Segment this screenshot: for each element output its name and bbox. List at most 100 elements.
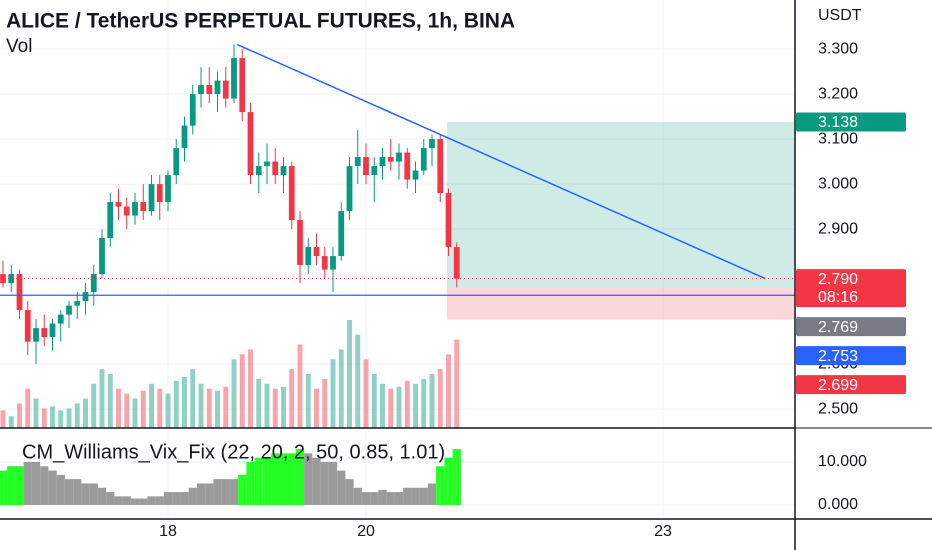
- indicator-bar: [97, 487, 107, 505]
- candle-body: [148, 184, 155, 212]
- candle-body: [165, 175, 171, 203]
- volume-bar: [215, 390, 220, 428]
- candle-body: [41, 328, 48, 338]
- volume-bar: [338, 349, 344, 428]
- volume-bar: [371, 374, 377, 428]
- indicator-bar: [246, 461, 255, 505]
- volume-bar: [50, 406, 55, 428]
- candle-body: [445, 193, 452, 248]
- volume-bar: [355, 334, 361, 428]
- volume-bar: [404, 380, 410, 428]
- indicator-bar: [378, 489, 387, 505]
- indicator-tick-label: 0.000: [818, 496, 858, 513]
- volume-bar: [380, 383, 385, 428]
- candle-body: [305, 247, 312, 266]
- candle-body: [420, 148, 427, 171]
- indicator-bar: [452, 449, 461, 505]
- indicator-bar: [205, 483, 214, 505]
- candle-body: [222, 80, 229, 99]
- countdown-label: 08:16: [818, 289, 858, 306]
- candle-body: [107, 202, 114, 239]
- candle-body: [49, 323, 56, 338]
- volume-bar: [322, 378, 328, 428]
- volume-bar: [190, 369, 196, 428]
- candle-body: [338, 211, 345, 257]
- indicator-bar: [436, 466, 445, 505]
- indicator-bar: [15, 466, 24, 505]
- candle-body: [16, 274, 23, 311]
- candle-body: [280, 166, 287, 176]
- volume-bar: [264, 383, 270, 428]
- candle-body: [346, 166, 353, 212]
- candle-body: [412, 170, 419, 180]
- candle-body: [379, 157, 386, 167]
- candle-body: [0, 274, 6, 284]
- volume-bar: [165, 393, 171, 428]
- volume-bar: [124, 393, 130, 428]
- volume-bar: [173, 380, 179, 428]
- indicator-bar: [114, 496, 123, 505]
- candle-body: [82, 292, 89, 302]
- price-badge-label: 3.138: [818, 114, 858, 131]
- candle-body: [214, 80, 221, 95]
- candle-body: [132, 202, 138, 216]
- indicator-bar: [444, 457, 453, 505]
- indicator-bar: [419, 487, 428, 505]
- candle-body: [33, 328, 39, 342]
- candle-body: [198, 85, 204, 95]
- candle-body: [255, 166, 262, 176]
- candle-body: [173, 148, 180, 176]
- candle-body: [189, 94, 196, 126]
- volume-bar: [66, 408, 72, 428]
- indicator-bar: [353, 487, 362, 505]
- indicator-bar: [73, 479, 82, 505]
- volume-bar: [107, 374, 113, 428]
- plot-area: [0, 0, 795, 520]
- candle-body: [264, 161, 270, 167]
- volume-bar: [25, 388, 31, 428]
- y-tick-label: 3.300: [818, 40, 858, 57]
- volume-bar: [454, 339, 460, 428]
- y-tick-label: 2.500: [818, 400, 858, 417]
- indicator-title: CM_Williams_Vix_Fix (22, 20, 2, 50, 0.85…: [22, 441, 445, 463]
- volume-bar: [182, 376, 187, 428]
- indicator-bar: [56, 474, 65, 505]
- indicator-bar: [163, 492, 173, 505]
- indicator-bar: [320, 461, 329, 505]
- chart-title: ALICE / TetherUS PERPETUAL FUTURES, 1h, …: [6, 10, 515, 33]
- indicator-bar: [23, 461, 32, 505]
- price-badge-label: 2.790: [818, 271, 858, 288]
- volume-bar: [116, 388, 121, 428]
- candle-body: [66, 305, 72, 315]
- trendline: [236, 43, 766, 280]
- indicator-bar: [312, 457, 321, 505]
- indicator-bar: [370, 492, 379, 505]
- y-tick-label: 3.000: [818, 175, 858, 192]
- volume-bar: [289, 369, 295, 428]
- candle-body: [247, 112, 254, 176]
- indicator-bar: [106, 492, 115, 505]
- candle-body: [57, 314, 64, 324]
- candle-body: [371, 166, 378, 176]
- indicator-bar: [229, 479, 239, 505]
- price-badge: [796, 112, 906, 132]
- price-badge: [796, 269, 906, 308]
- candle-body: [99, 238, 105, 275]
- indicator-bar: [394, 492, 404, 505]
- price-badge: [796, 375, 906, 395]
- x-tick-label: 20: [357, 523, 375, 540]
- indicator-tick-label: 10.000: [818, 453, 867, 470]
- indicator-bar: [81, 483, 90, 505]
- indicator-bar: [0, 470, 8, 505]
- position-profit: [446, 121, 795, 289]
- volume-bar: [149, 383, 154, 428]
- volume-bar: [272, 388, 278, 428]
- candle-body: [363, 157, 369, 176]
- price-badge-label: 2.769: [818, 319, 858, 336]
- volume-bar: [363, 359, 369, 428]
- candle-body: [140, 202, 147, 212]
- candle-body: [231, 58, 237, 99]
- position-loss: [446, 288, 795, 320]
- indicator-bar: [411, 487, 420, 505]
- candle-body: [429, 139, 435, 149]
